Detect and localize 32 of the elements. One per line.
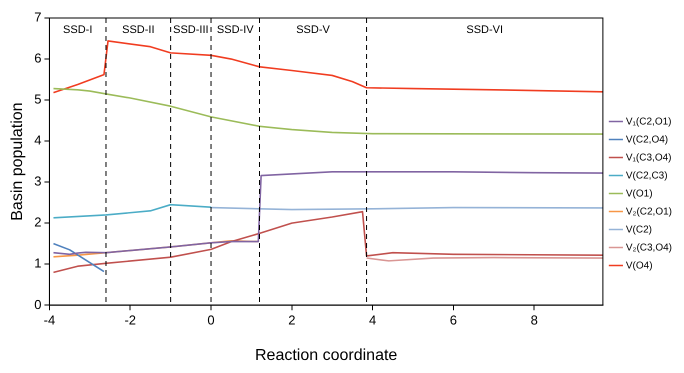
legend-label: V₂(C3,O4) <box>626 242 672 254</box>
y-axis-title: Basin population <box>9 102 26 221</box>
x-tick-label: 6 <box>450 312 458 328</box>
y-tick-label: 0 <box>34 296 42 312</box>
annotation: SSD-III <box>173 24 209 36</box>
annotation: SSD-II <box>122 24 155 36</box>
legend-label: V(O4) <box>626 260 653 272</box>
x-tick-label: 4 <box>369 312 376 328</box>
x-axis-title: Reaction coordinate <box>255 346 398 364</box>
x-tick-label: 8 <box>530 312 538 328</box>
y-tick-label: 5 <box>34 92 42 107</box>
legend-label: V₁(C2,O1) <box>626 116 672 128</box>
legend-label: V(C2,C3) <box>626 170 668 182</box>
y-tick-label: 1 <box>34 256 42 271</box>
y-tick-label: 3 <box>34 174 42 189</box>
y-tick-label: 7 <box>34 10 42 25</box>
annotation: SSD-V <box>296 24 330 36</box>
legend-label: V₂(C2,O1) <box>626 206 672 218</box>
y-tick-label: 6 <box>34 50 42 66</box>
x-tick-label: 2 <box>288 312 296 328</box>
y-tick-label: 2 <box>34 214 42 230</box>
legend-label: V(O1) <box>626 188 653 200</box>
x-tick-label: -4 <box>44 312 56 328</box>
legend-label: V(C2,O4) <box>626 134 668 146</box>
x-tick-label: -2 <box>124 312 136 328</box>
x-tick-label: 0 <box>207 312 215 328</box>
annotation: SSD-I <box>63 24 92 36</box>
y-tick-label: 4 <box>34 132 42 148</box>
legend-label: V₁(C3,O4) <box>626 152 672 164</box>
annotation: SSD-IV <box>216 24 254 36</box>
annotation: SSD-VI <box>466 24 504 36</box>
legend-label: V(C2) <box>626 224 652 236</box>
